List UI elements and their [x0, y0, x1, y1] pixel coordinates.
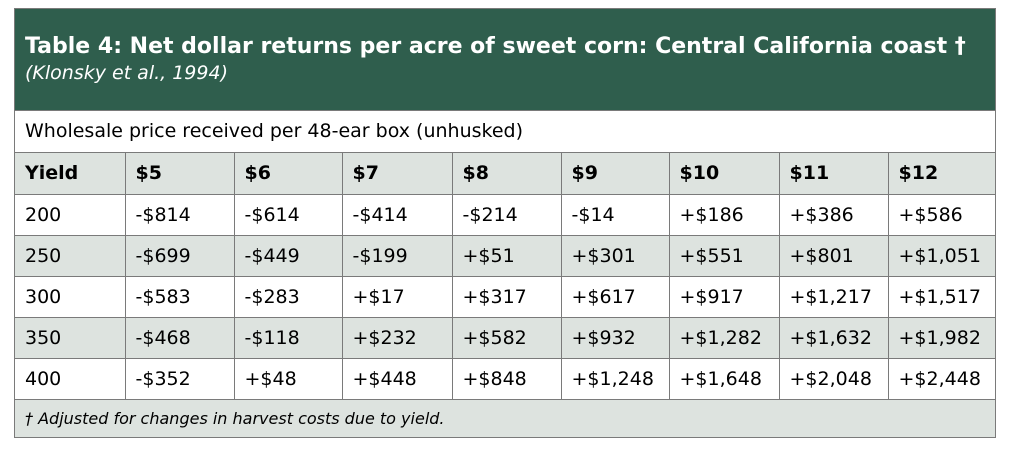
table-row: 400 -$352 +$48 +$448 +$848 +$1,248 +$1,648 +$2,… — [15, 358, 995, 400]
header-row: Yield $5 $6 $7 $8 $9 $10 $11 $12 — [15, 153, 995, 195]
value-cell: +$1,517 — [888, 276, 995, 318]
value-cell: +$186 — [669, 194, 780, 236]
value-cell: +$1,051 — [888, 235, 995, 277]
value-cell: -$414 — [342, 194, 453, 236]
value-cell: +$801 — [779, 235, 889, 277]
value-cell: -$283 — [234, 276, 343, 318]
header-cell: $11 — [779, 153, 889, 195]
header-cell: $8 — [452, 153, 562, 195]
value-cell: +$1,282 — [669, 317, 780, 359]
header-cell: $9 — [561, 153, 670, 195]
table-row: 250 -$699 -$449 -$199 +$51 +$301 +$551 +$801 +$1… — [15, 235, 995, 277]
yield-cell: 200 — [15, 194, 126, 236]
value-cell: +$48 — [234, 358, 343, 400]
value-cell: +$51 — [452, 235, 562, 277]
value-cell: +$932 — [561, 317, 670, 359]
value-cell: -$699 — [125, 235, 235, 277]
yield-cell: 350 — [15, 317, 126, 359]
table-card: Table 4: Net dollar returns per acre of … — [14, 8, 996, 438]
table-row: 200 -$814 -$614 -$414 -$214 -$14 +$186 +$386 +$5… — [15, 194, 995, 236]
header-cell: $12 — [888, 153, 995, 195]
value-cell: +$301 — [561, 235, 670, 277]
table-subtitle: (Klonsky et al., 1994) — [25, 62, 228, 84]
table-caption: Wholesale price received per 48-ear box … — [15, 111, 995, 153]
yield-cell: 400 — [15, 358, 126, 400]
value-cell: +$917 — [669, 276, 780, 318]
value-cell: +$551 — [669, 235, 780, 277]
table-footnote: † Adjusted for changes in harvest costs … — [15, 399, 995, 437]
yield-cell: 250 — [15, 235, 126, 277]
value-cell: -$199 — [342, 235, 453, 277]
data-table: Yield $5 $6 $7 $8 $9 $10 $11 $12 200 -$814 -$614 -$… — [15, 153, 995, 400]
yield-cell: 300 — [15, 276, 126, 318]
value-cell: +$1,632 — [779, 317, 889, 359]
header-cell: $6 — [234, 153, 343, 195]
value-cell: +$232 — [342, 317, 453, 359]
value-cell: +$848 — [452, 358, 562, 400]
value-cell: -$814 — [125, 194, 235, 236]
table-row: 350 -$468 -$118 +$232 +$582 +$932 +$1,282 +$1,6… — [15, 317, 995, 359]
value-cell: +$586 — [888, 194, 995, 236]
value-cell: +$617 — [561, 276, 670, 318]
table-body: 200 -$814 -$614 -$414 -$214 -$14 +$186 +$386 +$5… — [15, 194, 995, 400]
header-cell: $5 — [125, 153, 235, 195]
table-header: Table 4: Net dollar returns per acre of … — [15, 9, 995, 111]
value-cell: -$583 — [125, 276, 235, 318]
value-cell: -$14 — [561, 194, 670, 236]
value-cell: +$448 — [342, 358, 453, 400]
value-cell: -$614 — [234, 194, 343, 236]
table-row: 300 -$583 -$283 +$17 +$317 +$617 +$917 +$1,217 +… — [15, 276, 995, 318]
value-cell: +$582 — [452, 317, 562, 359]
value-cell: -$118 — [234, 317, 343, 359]
value-cell: +$1,982 — [888, 317, 995, 359]
header-cell: $10 — [669, 153, 780, 195]
value-cell: -$214 — [452, 194, 562, 236]
header-cell: Yield — [15, 153, 126, 195]
value-cell: +$386 — [779, 194, 889, 236]
value-cell: +$317 — [452, 276, 562, 318]
value-cell: +$1,648 — [669, 358, 780, 400]
table-title: Table 4: Net dollar returns per acre of … — [25, 34, 966, 59]
value-cell: +$2,048 — [779, 358, 889, 400]
value-cell: -$352 — [125, 358, 235, 400]
value-cell: +$2,448 — [888, 358, 995, 400]
value-cell: +$1,217 — [779, 276, 889, 318]
value-cell: -$449 — [234, 235, 343, 277]
value-cell: -$468 — [125, 317, 235, 359]
header-cell: $7 — [342, 153, 453, 195]
value-cell: +$1,248 — [561, 358, 670, 400]
value-cell: +$17 — [342, 276, 453, 318]
